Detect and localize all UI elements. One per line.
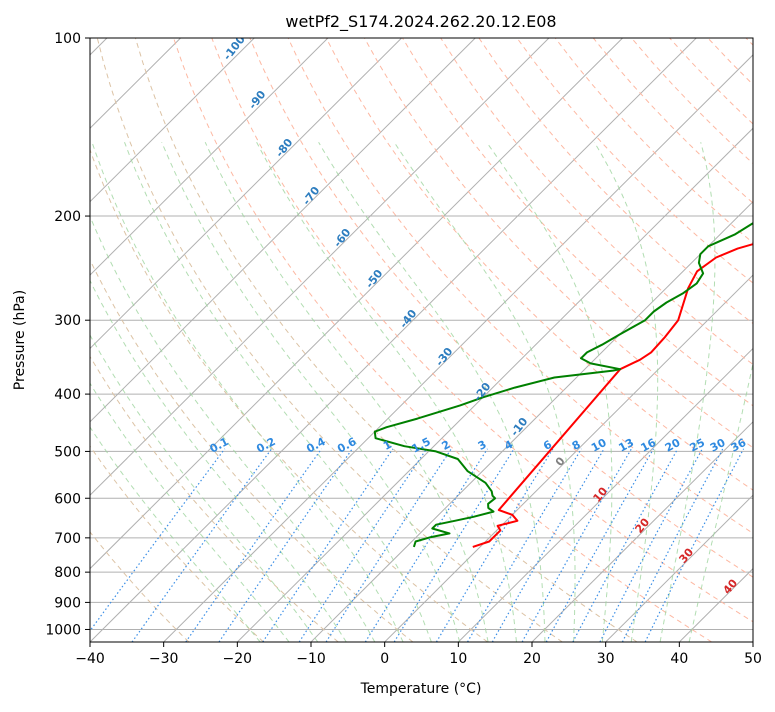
x-tick-label: −10 bbox=[296, 651, 326, 667]
x-tick-label: −20 bbox=[223, 651, 253, 667]
plot-background bbox=[90, 38, 753, 642]
x-tick-label: −30 bbox=[149, 651, 179, 667]
y-axis-ticks: 100 200 300 400 500 600 700 800 900 1000 bbox=[45, 31, 90, 638]
y-tick-label: 800 bbox=[54, 565, 81, 581]
y-tick-label: 500 bbox=[54, 444, 81, 460]
x-tick-label: −40 bbox=[75, 651, 105, 667]
y-tick-label: 200 bbox=[54, 209, 81, 225]
y-tick-label: 300 bbox=[54, 313, 81, 329]
isotherm-gridline bbox=[753, 38, 775, 642]
y-tick-label: 100 bbox=[54, 31, 81, 47]
x-tick-label: 50 bbox=[744, 651, 762, 667]
x-tick-label: 10 bbox=[449, 651, 467, 667]
x-tick-label: 20 bbox=[523, 651, 541, 667]
x-tick-label: 30 bbox=[597, 651, 615, 667]
x-axis-ticks: −40 −30 −20 −10 0 10 20 30 40 50 bbox=[75, 642, 762, 667]
x-tick-label: 0 bbox=[380, 651, 389, 667]
y-tick-label: 700 bbox=[54, 531, 81, 547]
y-tick-label: 600 bbox=[54, 491, 81, 507]
y-tick-label: 400 bbox=[54, 387, 81, 403]
x-tick-label: 40 bbox=[670, 651, 688, 667]
y-tick-label: 1000 bbox=[45, 622, 81, 638]
y-tick-label: 900 bbox=[54, 595, 81, 611]
chart-title: wetPf2_S174.2024.262.20.12.E08 bbox=[285, 12, 556, 32]
y-axis-label: Pressure (hPa) bbox=[12, 290, 28, 390]
x-axis-label: Temperature (°C) bbox=[360, 681, 482, 697]
